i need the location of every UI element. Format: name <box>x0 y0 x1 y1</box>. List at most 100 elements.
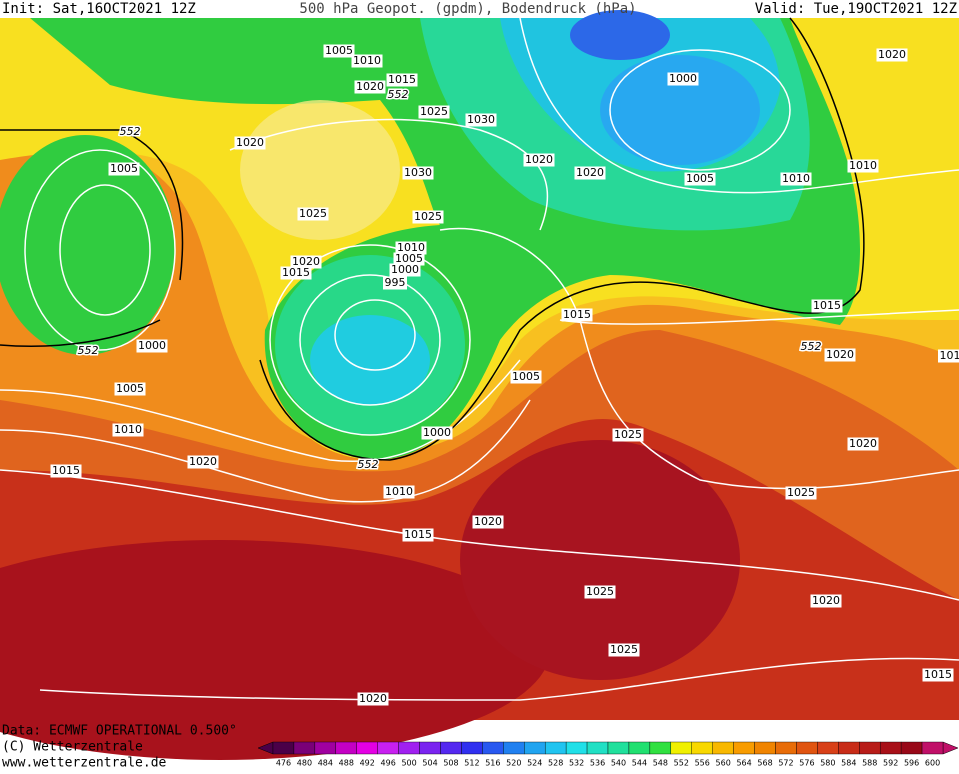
isobar-label: 1005 <box>116 382 144 395</box>
isobar-label: 1020 <box>474 515 502 528</box>
website: www.wetterzentrale.de <box>2 756 167 771</box>
isobar-label: 1015 <box>282 266 310 279</box>
colorbar-label: 476 <box>276 759 291 768</box>
colorbar-label: 532 <box>569 759 584 768</box>
colorbar-swatch <box>692 742 713 754</box>
colorbar-label: 504 <box>422 759 437 768</box>
isobar-label: 1025 <box>586 585 614 598</box>
colorbar-swatch <box>378 742 399 754</box>
colorbar-swatch <box>357 742 378 754</box>
colorbar-swatch <box>817 742 838 754</box>
colorbar-label: 536 <box>590 759 605 768</box>
colorbar-label: 568 <box>757 759 772 768</box>
isobar-label: 1025 <box>414 210 442 223</box>
colorbar-swatch <box>461 742 482 754</box>
colorbar-label: 572 <box>778 759 793 768</box>
isobar-label: 1005 <box>110 162 138 175</box>
isobar-label: 1030 <box>404 166 432 179</box>
colorbar-swatch <box>755 742 776 754</box>
colorbar-label: 524 <box>527 759 542 768</box>
isobar-label: 1005 <box>512 370 540 383</box>
colorbar-label: 560 <box>716 759 731 768</box>
isobar-label: 1020 <box>236 136 264 149</box>
colorbar-swatch <box>273 742 294 754</box>
isobar-label: 1020 <box>576 166 604 179</box>
data-source: Data: ECMWF OPERATIONAL 0.500° <box>2 724 237 739</box>
isobar-label: 1020 <box>826 348 854 361</box>
isobar-label: 1000 <box>669 72 697 85</box>
isobar-label: 1015 <box>388 73 416 86</box>
geopotential-label: 552 <box>78 344 99 357</box>
isobar-label: 1010 <box>353 54 381 67</box>
isobar-label: 1020 <box>849 437 877 450</box>
colorbar-swatch <box>922 742 943 754</box>
isobar-label: 1025 <box>614 428 642 441</box>
isobar-label: 1015 <box>813 299 841 312</box>
isobar-label: 1015 <box>404 528 432 541</box>
isobar-label: 1020 <box>812 594 840 607</box>
colorbar-label: 596 <box>904 759 919 768</box>
isobar-label: 1025 <box>787 486 815 499</box>
colorbar-label: 480 <box>297 759 312 768</box>
isobar-label: 1010 <box>114 423 142 436</box>
colorbar-label: 548 <box>653 759 668 768</box>
colorbar-label: 584 <box>841 759 856 768</box>
colorbar-swatch <box>587 742 608 754</box>
isobar-label: 1005 <box>325 44 353 57</box>
colorbar-swatch <box>776 742 797 754</box>
isobar-label: 1010 <box>849 159 877 172</box>
colorbar-label: 488 <box>339 759 354 768</box>
colorbar-swatch <box>650 742 671 754</box>
colorbar-swatch <box>838 742 859 754</box>
isobar-label: 1020 <box>525 153 553 166</box>
geopotential-label: 552 <box>801 340 822 353</box>
colorbar-label: 592 <box>883 759 898 768</box>
colorbar-swatch <box>545 742 566 754</box>
isobar-label: 1000 <box>391 263 419 276</box>
colorbar-label: 492 <box>360 759 375 768</box>
colorbar-label: 496 <box>381 759 396 768</box>
map-title: 500 hPa Geopot. (gpdm), Bodendruck (hPa) <box>299 1 636 17</box>
isobar-label: 1015 <box>924 668 952 681</box>
isobar-label: 101 <box>940 349 959 362</box>
isobar-label: 1020 <box>356 80 384 93</box>
colorbar-swatch <box>901 742 922 754</box>
valid-text: Valid: Tue,19OCT2021 12Z <box>755 1 957 17</box>
colorbar-label: 580 <box>820 759 835 768</box>
colorbar-swatch <box>608 742 629 754</box>
copyright: (C) Wetterzentrale <box>2 740 143 755</box>
init-text: Init: Sat,16OCT2021 12Z <box>2 1 196 17</box>
isobar-label: 1020 <box>189 455 217 468</box>
colorbar-label: 564 <box>736 759 751 768</box>
colorbar-label: 576 <box>799 759 814 768</box>
colorbar-label: 500 <box>401 759 416 768</box>
isobar-label: 1000 <box>423 426 451 439</box>
field-darkred <box>460 440 740 680</box>
isobar-label: 1015 <box>52 464 80 477</box>
colorbar-swatch <box>859 742 880 754</box>
colorbar-label: 600 <box>925 759 940 768</box>
isobar-label: 1010 <box>385 485 413 498</box>
field-green <box>0 135 175 355</box>
geopotential-label: 552 <box>120 125 141 138</box>
colorbar-swatch <box>796 742 817 754</box>
colorbar-swatch <box>482 742 503 754</box>
isobar-label: 1025 <box>420 105 448 118</box>
isobar-label: 1010 <box>782 172 810 185</box>
field-darkblue <box>570 10 670 60</box>
colorbar-swatch <box>336 742 357 754</box>
colorbar-swatch <box>399 742 420 754</box>
colorbar-swatch <box>524 742 545 754</box>
colorbar-swatch <box>441 742 462 754</box>
isobar-label: 1020 <box>359 692 387 705</box>
colorbar-label: 516 <box>485 759 500 768</box>
isobar-label: 1025 <box>610 643 638 656</box>
colorbar-label: 512 <box>464 759 479 768</box>
isobar-label: 1030 <box>467 113 495 126</box>
colorbar-swatch <box>713 742 734 754</box>
colorbar-swatch <box>671 742 692 754</box>
colorbar-label: 556 <box>695 759 710 768</box>
colorbar-swatch <box>629 742 650 754</box>
geopotential-label: 552 <box>358 458 379 471</box>
isobar-label: 1020 <box>878 48 906 61</box>
